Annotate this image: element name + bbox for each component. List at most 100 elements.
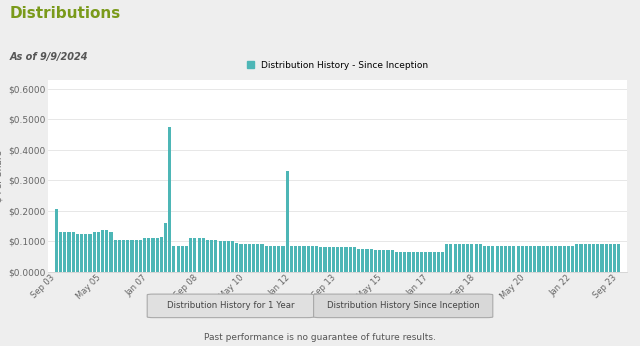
Bar: [139, 239, 142, 272]
Bar: [521, 246, 524, 272]
Bar: [525, 246, 528, 272]
Bar: [428, 252, 431, 272]
Bar: [512, 246, 515, 272]
Bar: [424, 252, 428, 272]
Bar: [609, 244, 612, 272]
Bar: [122, 239, 125, 272]
Bar: [538, 246, 541, 272]
Text: As of 9/9/2024: As of 9/9/2024: [10, 52, 88, 62]
Bar: [315, 246, 318, 272]
Bar: [504, 246, 507, 272]
Bar: [118, 239, 121, 272]
Bar: [273, 246, 276, 272]
Bar: [63, 232, 67, 272]
Bar: [340, 247, 344, 272]
Bar: [113, 239, 116, 272]
Bar: [172, 246, 175, 272]
Bar: [277, 246, 280, 272]
Bar: [575, 244, 579, 272]
Bar: [487, 246, 490, 272]
Bar: [412, 252, 415, 272]
Bar: [541, 246, 545, 272]
Bar: [357, 249, 360, 272]
Bar: [408, 252, 410, 272]
Bar: [72, 232, 75, 272]
FancyBboxPatch shape: [147, 294, 314, 318]
Bar: [67, 232, 70, 272]
Bar: [198, 238, 201, 272]
Bar: [323, 247, 326, 272]
Bar: [495, 246, 499, 272]
Bar: [93, 232, 96, 272]
Bar: [202, 238, 205, 272]
Bar: [420, 252, 423, 272]
Bar: [370, 249, 372, 272]
Bar: [285, 171, 289, 272]
Bar: [332, 247, 335, 272]
Bar: [265, 246, 268, 272]
Bar: [143, 238, 146, 272]
Bar: [596, 244, 600, 272]
Legend: Distribution History - Since Inception: Distribution History - Since Inception: [243, 57, 432, 73]
Bar: [395, 252, 398, 272]
Text: Past performance is no guarantee of future results.: Past performance is no guarantee of futu…: [204, 334, 436, 343]
Bar: [588, 244, 591, 272]
Bar: [416, 252, 419, 272]
FancyBboxPatch shape: [314, 294, 493, 318]
Bar: [319, 247, 323, 272]
Bar: [156, 238, 159, 272]
Bar: [462, 244, 465, 272]
Bar: [546, 246, 549, 272]
Bar: [433, 252, 436, 272]
Y-axis label: $ Per Share: $ Per Share: [0, 149, 4, 202]
Bar: [55, 209, 58, 272]
Bar: [164, 223, 167, 272]
Bar: [84, 234, 87, 272]
Bar: [563, 246, 566, 272]
Bar: [382, 250, 385, 272]
Bar: [307, 246, 310, 272]
Bar: [311, 246, 314, 272]
Bar: [349, 247, 352, 272]
Bar: [256, 244, 259, 272]
Bar: [579, 244, 582, 272]
Bar: [134, 239, 138, 272]
Bar: [344, 247, 348, 272]
Bar: [193, 238, 196, 272]
Bar: [571, 246, 574, 272]
Bar: [126, 239, 129, 272]
Bar: [390, 250, 394, 272]
Bar: [470, 244, 474, 272]
Bar: [131, 239, 134, 272]
Bar: [109, 232, 113, 272]
Bar: [252, 244, 255, 272]
Bar: [605, 244, 608, 272]
Bar: [516, 246, 520, 272]
Bar: [88, 234, 92, 272]
Bar: [378, 250, 381, 272]
Bar: [76, 234, 79, 272]
Bar: [239, 244, 243, 272]
Bar: [160, 237, 163, 272]
Bar: [529, 246, 532, 272]
Bar: [600, 244, 604, 272]
Bar: [214, 239, 218, 272]
Bar: [492, 246, 495, 272]
Bar: [227, 241, 230, 272]
Bar: [474, 244, 477, 272]
Bar: [206, 239, 209, 272]
Bar: [550, 246, 553, 272]
Bar: [218, 241, 221, 272]
Bar: [248, 244, 251, 272]
Bar: [151, 238, 154, 272]
Bar: [59, 232, 62, 272]
Bar: [374, 250, 377, 272]
Bar: [303, 246, 305, 272]
Bar: [559, 246, 562, 272]
Bar: [101, 230, 104, 272]
Bar: [613, 244, 616, 272]
Bar: [554, 246, 557, 272]
Bar: [592, 244, 595, 272]
Bar: [336, 247, 339, 272]
Bar: [80, 234, 83, 272]
